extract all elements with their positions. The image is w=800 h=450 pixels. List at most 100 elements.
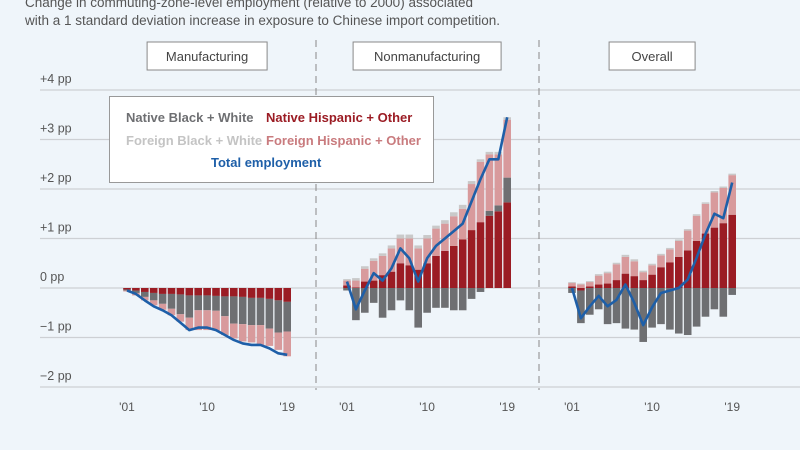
bar-foreign-hispanic-other <box>369 260 378 281</box>
bar-foreign-hispanic-other <box>265 328 274 346</box>
bar-foreign-hispanic-other <box>594 275 603 285</box>
bar-foreign-hispanic-other <box>352 280 360 288</box>
bar-foreign-black-white <box>621 254 630 257</box>
panel-title-box <box>352 41 502 71</box>
bar-native-black-white <box>692 288 701 327</box>
bar-foreign-hispanic-other <box>247 325 256 343</box>
bar-native-black-white <box>212 295 220 311</box>
bar-native-black-white <box>265 298 274 329</box>
bar-native-hispanic-other <box>247 288 256 298</box>
bar-native-hispanic-other <box>675 256 683 288</box>
bar-native-hispanic-other <box>728 214 736 288</box>
bar-native-black-white <box>132 290 140 293</box>
bar-foreign-hispanic-other <box>230 323 238 339</box>
bar-native-hispanic-other <box>283 288 291 302</box>
bar-foreign-hispanic-other <box>657 255 665 268</box>
bar-native-hispanic-other <box>176 288 185 295</box>
legend-native-black-white: Native Black + White <box>126 110 254 125</box>
bar-foreign-black-white <box>476 159 485 162</box>
bar-foreign-black-white <box>710 190 719 193</box>
bar-foreign-black-white <box>683 229 692 231</box>
bar-foreign-black-white <box>728 173 736 176</box>
bar-native-hispanic-other <box>361 281 369 288</box>
bar-native-hispanic-other <box>141 288 149 292</box>
bar-native-black-white <box>230 296 238 324</box>
bar-native-hispanic-other <box>701 233 710 288</box>
bar-native-hispanic-other <box>683 250 692 288</box>
bar-foreign-hispanic-other <box>710 192 719 228</box>
bar-foreign-hispanic-other <box>494 154 503 206</box>
x-tick-label: '10 <box>199 400 215 414</box>
bar-native-hispanic-other <box>630 276 639 288</box>
bar-native-black-white <box>701 288 710 317</box>
bar-native-black-white <box>710 288 719 310</box>
panel-title: Nonmanufacturing <box>374 49 480 64</box>
panel-manufacturing: Manufacturing '01 '10 '19 <box>119 41 295 414</box>
bar-native-hispanic-other <box>577 288 585 291</box>
bar-foreign-black-white <box>692 214 701 216</box>
legend-native-hispanic-other: Native Hispanic + Other <box>266 110 413 125</box>
bar-native-black-white <box>141 291 149 297</box>
x-tick-label: '19 <box>279 400 295 414</box>
bar-foreign-hispanic-other <box>387 248 396 272</box>
bar-foreign-hispanic-other <box>167 308 176 316</box>
bar-foreign-black-white <box>387 245 396 249</box>
bar-foreign-hispanic-other <box>467 184 476 231</box>
bar-native-hispanic-other <box>432 255 440 288</box>
bar-native-black-white <box>158 293 167 304</box>
bar-native-hispanic-other <box>586 286 594 288</box>
bar-native-black-white <box>485 210 494 216</box>
bar-foreign-black-white <box>648 263 656 266</box>
bar-foreign-black-white <box>343 279 351 281</box>
bar-foreign-black-white <box>352 278 360 281</box>
bar-native-black-white <box>719 288 728 317</box>
bar-foreign-black-white <box>630 259 639 262</box>
bar-native-hispanic-other <box>423 263 431 288</box>
bar-native-hispanic-other <box>158 288 167 294</box>
bar-foreign-black-white <box>423 235 431 239</box>
bar-native-hispanic-other <box>450 245 458 288</box>
y-tick-label: −2 pp <box>40 369 72 383</box>
bar-foreign-hispanic-other <box>283 331 291 357</box>
bar-foreign-hispanic-other <box>274 332 283 350</box>
bar-native-black-white <box>432 288 440 308</box>
bar-native-hispanic-other <box>639 280 647 288</box>
bar-foreign-black-white <box>414 245 422 249</box>
bar-foreign-black-white <box>405 234 414 239</box>
bar-native-hispanic-other <box>149 288 158 293</box>
bar-native-black-white <box>683 288 692 336</box>
x-tick-label: '01 <box>119 400 135 414</box>
bar-foreign-hispanic-other <box>485 154 494 211</box>
bar-foreign-hispanic-other <box>612 264 621 281</box>
bar-native-hispanic-other <box>221 288 229 297</box>
panel-title-box <box>608 41 696 71</box>
bar-foreign-hispanic-other <box>414 248 422 270</box>
bar-foreign-hispanic-other <box>361 268 369 282</box>
x-tick-label: '01 <box>564 400 580 414</box>
bar-native-black-white <box>123 289 131 291</box>
bar-foreign-black-white <box>586 281 594 283</box>
bar-native-hispanic-other <box>256 288 265 298</box>
bar-native-black-white <box>666 288 674 330</box>
bar-foreign-hispanic-other <box>256 325 265 345</box>
bar-foreign-hispanic-other <box>405 238 414 266</box>
bar-native-black-white <box>728 288 736 295</box>
bar-native-black-white <box>621 288 630 329</box>
bar-foreign-hispanic-other <box>683 230 692 251</box>
x-tick-label: '19 <box>724 400 740 414</box>
bar-foreign-black-white <box>361 266 369 269</box>
bar-foreign-hispanic-other <box>378 255 387 276</box>
x-tick-label: '19 <box>499 400 515 414</box>
bar-native-black-white <box>194 295 202 311</box>
bar-native-hispanic-other <box>594 284 603 288</box>
bar-foreign-hispanic-other <box>577 284 585 288</box>
bar-native-black-white <box>361 288 369 313</box>
bar-native-hispanic-other <box>274 288 283 301</box>
bar-native-hispanic-other <box>503 202 511 288</box>
bar-foreign-black-white <box>675 239 683 241</box>
bar-foreign-black-white <box>458 204 467 209</box>
bar-foreign-black-white <box>657 253 665 256</box>
bar-foreign-hispanic-other <box>203 310 211 331</box>
bar-native-black-white <box>283 301 291 332</box>
